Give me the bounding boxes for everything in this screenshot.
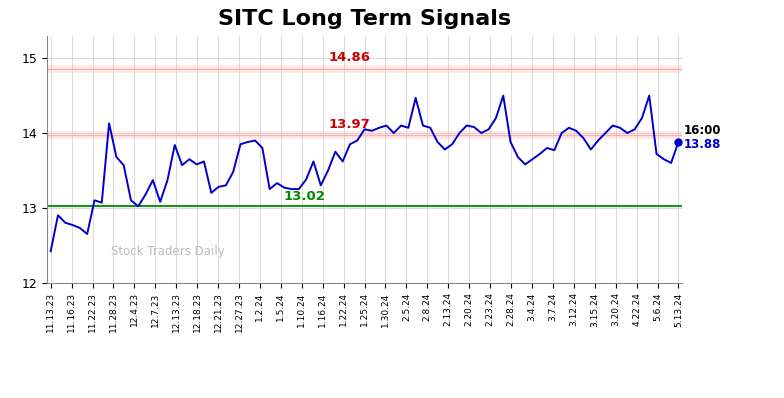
- Title: SITC Long Term Signals: SITC Long Term Signals: [218, 9, 511, 29]
- Text: 13.02: 13.02: [284, 190, 325, 203]
- Text: 13.97: 13.97: [328, 118, 370, 131]
- Text: Stock Traders Daily: Stock Traders Daily: [111, 245, 224, 258]
- Text: 13.88: 13.88: [684, 138, 720, 151]
- Bar: [47, 131, 682, 139]
- Bar: [47, 64, 682, 73]
- Text: 16:00: 16:00: [684, 125, 720, 137]
- Text: 14.86: 14.86: [328, 51, 370, 64]
